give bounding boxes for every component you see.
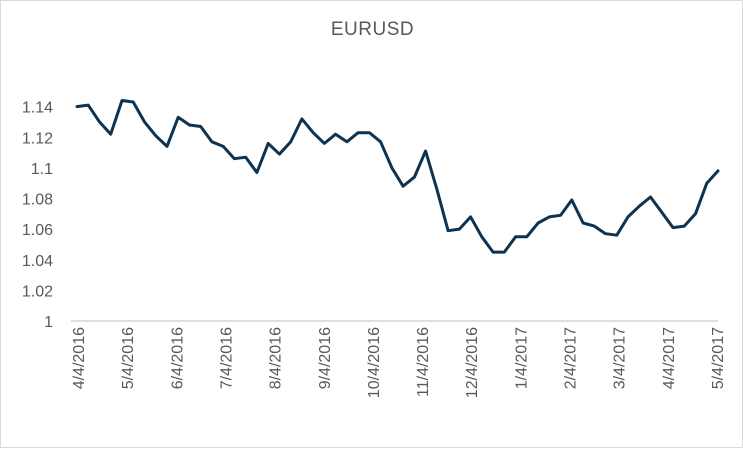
y-tick-label: 1.02: [22, 283, 53, 300]
y-tick-label: 1.06: [22, 222, 53, 239]
y-tick-label: 1.08: [22, 192, 53, 209]
x-tick-label: 5/4/2017: [710, 327, 727, 389]
x-axis: 4/4/2016 5/4/2016 6/4/2016 7/4/2016 8/4/2016…: [71, 320, 727, 398]
chart-title: EURUSD: [330, 19, 415, 40]
x-tick-label: 2/4/2017: [563, 327, 580, 389]
y-tick-label: 1.04: [22, 253, 53, 270]
x-tick-label: 11/4/2016: [415, 327, 432, 397]
x-tick-label: 3/4/2017: [612, 327, 629, 389]
y-tick-label: 1.12: [22, 130, 53, 147]
x-tick-label: 7/4/2016: [218, 327, 235, 389]
x-tick-label: 6/4/2016: [169, 327, 186, 389]
series-line-eurusd: [75, 99, 720, 254]
x-tick-label: 10/4/2016: [366, 327, 383, 398]
y-axis: 1 1.02 1.04 1.06 1.08 1.1 1.12 1.14: [22, 100, 53, 331]
x-tick-label: 4/4/2017: [661, 327, 678, 389]
y-tick-label: 1: [44, 314, 53, 331]
y-tick-label: 1.14: [22, 100, 53, 117]
x-tick-label: 1/4/2017: [513, 327, 530, 389]
x-tick-label: 12/4/2016: [464, 327, 481, 398]
x-tick-label: 9/4/2016: [317, 327, 334, 389]
plot-area: [75, 99, 720, 254]
x-tick-label: 4/4/2016: [71, 327, 88, 389]
x-tick-label: 5/4/2016: [120, 327, 137, 389]
x-tick-label: 8/4/2016: [268, 327, 285, 389]
y-tick-label: 1.1: [31, 161, 53, 178]
